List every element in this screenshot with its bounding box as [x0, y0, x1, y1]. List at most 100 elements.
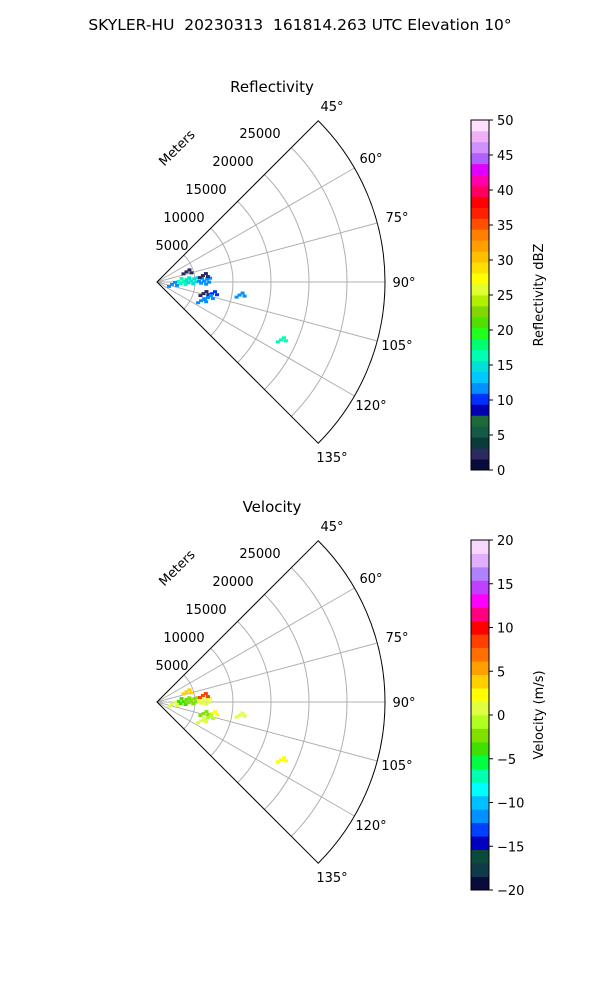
echo-pixel	[198, 294, 203, 298]
echo-pixel	[199, 281, 204, 285]
colorbar-tick-label: 5	[497, 665, 505, 680]
echo-pixel	[199, 299, 204, 303]
colorbar-segment	[471, 371, 489, 383]
colorbar-label: Velocity (m/s)	[532, 670, 547, 759]
polar-panel-0: Reflectivity45°60°75°90°105°120°135°5000…	[155, 78, 547, 479]
echo-pixel	[183, 703, 188, 707]
colorbar-tick-label: 35	[497, 219, 514, 234]
colorbar-segment	[471, 809, 489, 824]
echo-pixel	[205, 695, 210, 699]
echo-pixel	[205, 275, 210, 279]
theta-tick-label: 60°	[359, 572, 382, 587]
echo-pixel	[283, 339, 288, 343]
echo-pixel	[278, 338, 283, 342]
azimuth-spoke	[156, 587, 355, 703]
echo-pixel	[234, 295, 239, 299]
theta-tick-label: 120°	[355, 399, 386, 414]
echo-pixel	[184, 699, 189, 703]
echo-pixel	[184, 690, 189, 694]
colorbar-segment	[471, 338, 489, 351]
echo-pixel	[181, 272, 186, 276]
echo-pixel	[234, 715, 239, 719]
echo-pixel	[194, 280, 199, 284]
colorbar-segment	[471, 863, 489, 877]
theta-tick-label: 45°	[320, 100, 343, 115]
theta-tick-label: 120°	[355, 819, 386, 834]
colorbar-segment	[471, 382, 489, 394]
colorbar-tick-label: 15	[497, 359, 514, 374]
polar-frame	[156, 120, 386, 444]
colorbar-segment	[471, 251, 489, 263]
radial-axis-label: Meters	[157, 127, 199, 169]
colorbar-tick-label: 10	[497, 394, 514, 409]
echo-pixel	[198, 714, 203, 718]
echo-cell	[234, 711, 247, 719]
echo-pixel	[175, 703, 180, 707]
echo-pixel	[240, 291, 245, 295]
colorbar-tick-label: 50	[497, 114, 514, 129]
echo-pixel	[205, 697, 210, 701]
colorbar-segment	[471, 849, 489, 864]
echo-pixel	[202, 717, 207, 721]
colorbar-segment	[471, 273, 489, 285]
theta-tick-label: 135°	[316, 871, 347, 886]
echo-pixel	[202, 297, 207, 301]
theta-tick-label: 75°	[385, 631, 408, 646]
r-tick-label: 10000	[163, 631, 204, 646]
colorbar-tick-label: −10	[497, 797, 524, 812]
colorbar-segment	[471, 755, 489, 770]
echo-pixel	[200, 276, 205, 280]
echo-pixel	[184, 279, 189, 283]
echo-pixel	[187, 688, 192, 692]
panel-title: Reflectivity	[230, 78, 314, 96]
echo-pixel	[197, 696, 202, 700]
r-tick-label: 20000	[212, 155, 253, 170]
echo-pixel	[170, 702, 175, 706]
colorbar-segment	[471, 876, 489, 891]
echo-cell	[197, 692, 210, 700]
echo-pixel	[196, 301, 201, 305]
colorbar-tick-label: 20	[497, 534, 514, 549]
echo-pixel	[206, 713, 211, 717]
echo-pixel	[202, 699, 207, 703]
echo-pixel	[189, 699, 194, 703]
echo-cell	[167, 280, 180, 288]
echo-cell	[197, 272, 210, 280]
colorbar-segment	[471, 553, 489, 568]
echo-pixel	[204, 702, 209, 706]
colorbar-tick-label: 0	[497, 464, 505, 479]
echo-pixel	[176, 280, 181, 284]
echo-pixel	[207, 700, 212, 704]
echo-pixel	[242, 714, 247, 718]
colorbar-segment	[471, 141, 489, 154]
colorbar-segment	[471, 218, 489, 230]
theta-tick-label: 60°	[359, 152, 382, 167]
echo-pixel	[196, 721, 201, 725]
echo-pixel	[208, 294, 213, 298]
echo-pixel	[181, 692, 186, 696]
colorbar-tick-label: 10	[497, 622, 514, 637]
echo-pixel	[210, 292, 215, 296]
echo-cell	[275, 756, 288, 764]
azimuth-spoke	[156, 701, 355, 817]
r-tick-label: 20000	[212, 575, 253, 590]
polar-panel-1: Velocity 45° 60° 75° 90° 105° 120° 135° 5000 1000…	[155, 498, 547, 899]
echo-pixel	[281, 336, 286, 340]
r-tick-label: 10000	[163, 211, 204, 226]
azimuth-spoke	[156, 642, 378, 703]
colorbar-segment	[471, 634, 489, 649]
theta-tick-label: 105°	[381, 339, 412, 354]
colorbar-segment	[471, 327, 489, 340]
echo-cell	[181, 268, 194, 276]
colorbar-segment	[471, 647, 489, 662]
colorbar-segment	[471, 459, 489, 471]
colorbar-segment	[471, 393, 489, 405]
echo-pixel	[194, 700, 199, 704]
colorbar-segment	[471, 540, 489, 554]
echo-pixel	[176, 700, 181, 704]
echo-pixel	[189, 271, 194, 275]
echo-pixel	[213, 290, 218, 294]
colorbar-segment	[471, 674, 489, 689]
azimuth-spoke	[156, 167, 355, 283]
colorbar-segment	[471, 795, 489, 810]
